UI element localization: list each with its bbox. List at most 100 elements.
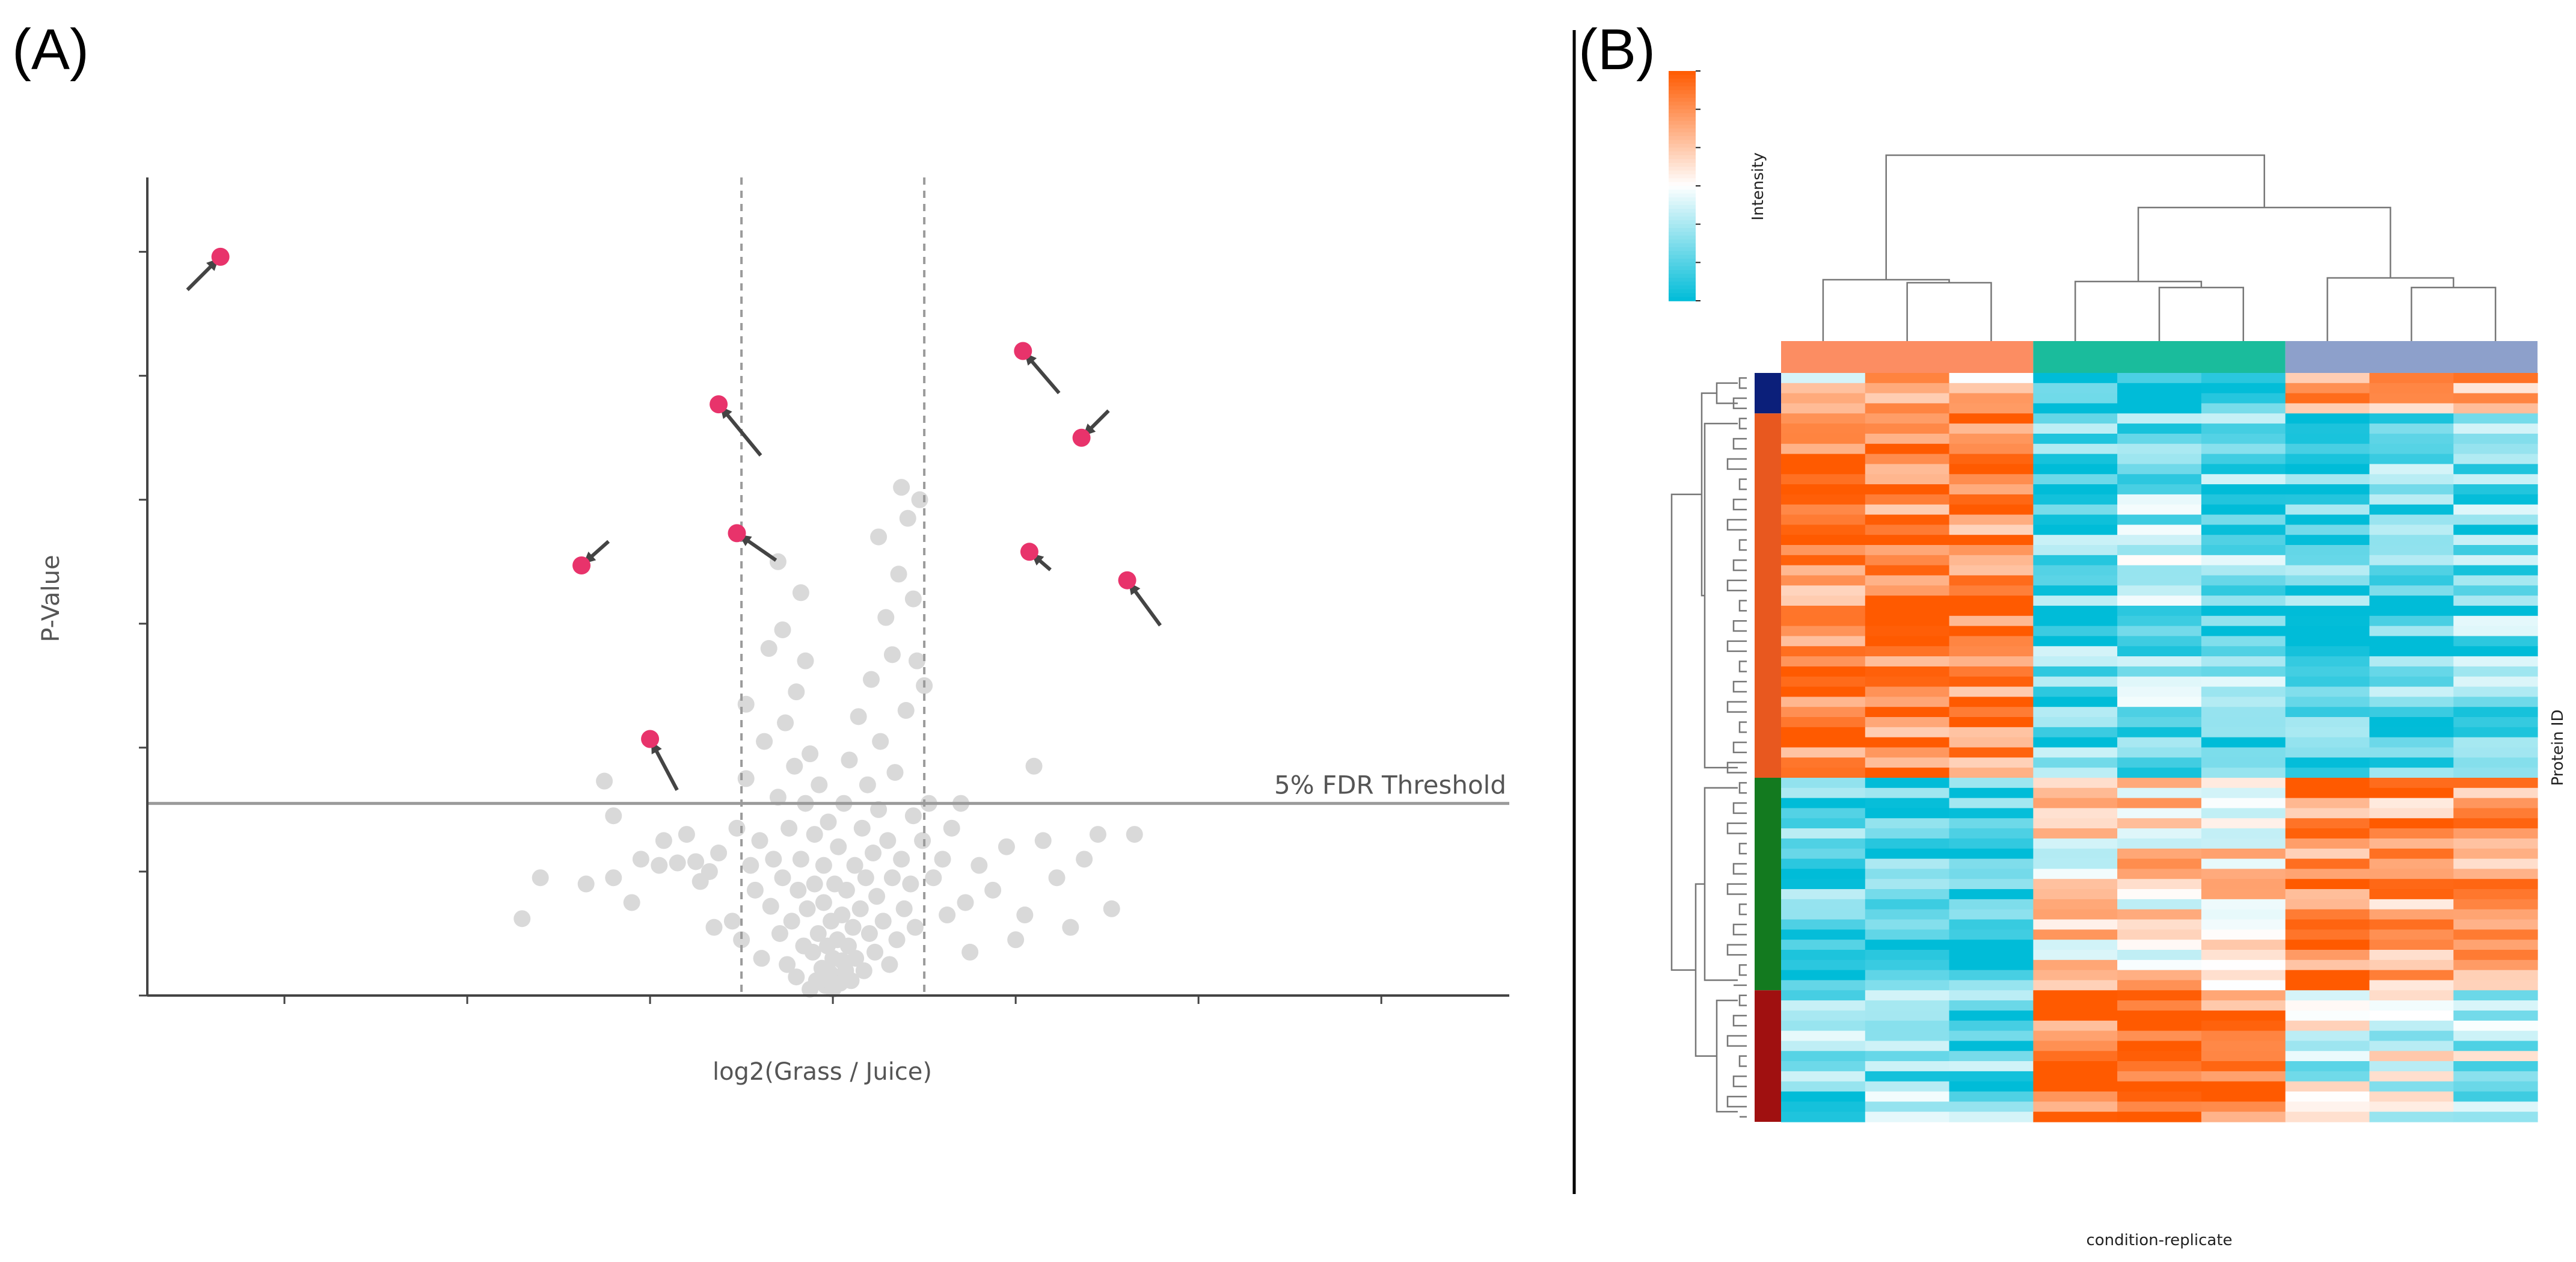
colorbar-segment bbox=[1669, 71, 1696, 76]
heatmap-cell bbox=[1949, 747, 2034, 758]
heatmap-cell bbox=[2453, 1000, 2538, 1011]
heatmap-cell bbox=[2033, 393, 2118, 404]
heatmap-cell bbox=[2369, 686, 2454, 697]
heatmap-cell bbox=[1949, 666, 2034, 677]
heatmap-cell bbox=[1781, 636, 1866, 647]
column-group-color-bar bbox=[1781, 341, 2034, 373]
background-point bbox=[859, 776, 876, 793]
background-point bbox=[838, 881, 855, 899]
heatmap-cell bbox=[1865, 858, 1950, 869]
heatmap-cell bbox=[1781, 970, 1866, 981]
heatmap-cell bbox=[1865, 423, 1950, 434]
heatmap-cell bbox=[1865, 959, 1950, 971]
significant-point bbox=[1014, 342, 1032, 360]
heatmap-cell bbox=[2453, 980, 2538, 991]
heatmap-cell bbox=[1949, 545, 2034, 556]
background-point bbox=[939, 906, 956, 924]
heatmap-cell bbox=[1781, 737, 1866, 748]
heatmap-cell bbox=[1949, 656, 2034, 667]
heatmap-cell bbox=[2369, 980, 2454, 991]
heatmap-cell bbox=[1865, 838, 1950, 849]
heatmap-cell bbox=[2369, 970, 2454, 981]
colorbar-segment bbox=[1669, 251, 1696, 256]
row-dendrogram-link bbox=[1726, 822, 1747, 834]
significant-point bbox=[572, 556, 591, 574]
background-point bbox=[701, 863, 718, 880]
heatmap-cell bbox=[2201, 646, 2286, 657]
volcano-plot: log2(Grass / Juice) P-Value 5% FDR Thres… bbox=[37, 177, 1509, 1086]
heatmap-cell bbox=[2453, 828, 2538, 839]
heatmap-cell bbox=[2369, 1020, 2454, 1032]
heatmap-cell bbox=[2033, 818, 2118, 829]
heatmap-cell bbox=[2285, 615, 2370, 627]
background-point bbox=[883, 646, 901, 663]
heatmap-cell bbox=[2453, 474, 2538, 485]
heatmap-cell bbox=[2033, 747, 2118, 758]
heatmap-cell bbox=[1781, 909, 1866, 920]
heatmap-cell bbox=[2369, 869, 2454, 879]
panel-label-b: (B) bbox=[1578, 17, 1655, 82]
heatmap-cell bbox=[1865, 757, 1950, 768]
heatmap-cell bbox=[2201, 990, 2286, 1001]
background-point bbox=[632, 851, 649, 868]
heatmap-cell bbox=[1949, 869, 2034, 879]
background-point bbox=[868, 888, 886, 905]
heatmap-cell bbox=[1781, 676, 1866, 688]
colorbar-segment bbox=[1669, 235, 1696, 240]
heatmap-cell bbox=[2453, 423, 2538, 434]
heatmap-cell bbox=[2033, 454, 2118, 465]
heatmap-cell bbox=[1781, 949, 1866, 961]
heatmap-cell bbox=[1865, 484, 1950, 495]
heatmap-cell bbox=[2201, 909, 2286, 920]
heatmap-cell bbox=[2201, 1010, 2286, 1021]
heatmap-cell bbox=[2033, 737, 2118, 748]
heatmap-cell bbox=[2285, 818, 2370, 829]
background-point bbox=[804, 943, 821, 961]
background-point bbox=[806, 826, 823, 843]
heatmap-cell bbox=[1865, 990, 1950, 1001]
heatmap-cell bbox=[2369, 757, 2454, 768]
background-point bbox=[906, 919, 924, 936]
heatmap-cell bbox=[1781, 575, 1866, 586]
colorbar-segment bbox=[1669, 186, 1696, 191]
heatmap-cell bbox=[1865, 676, 1950, 688]
heatmap-cell bbox=[1781, 525, 1866, 535]
heatmap-cell bbox=[1949, 494, 2034, 505]
background-point bbox=[857, 869, 874, 887]
heatmap-cell bbox=[2033, 686, 2118, 697]
background-point bbox=[1025, 757, 1043, 775]
heatmap-cell bbox=[2033, 838, 2118, 849]
heatmap-cell bbox=[2453, 818, 2538, 829]
heatmap-cell bbox=[2453, 899, 2538, 910]
heatmap-cell bbox=[1781, 818, 1866, 829]
colorbar-segment bbox=[1669, 178, 1696, 183]
heatmap-cell bbox=[1781, 899, 1866, 910]
background-point bbox=[771, 925, 788, 942]
row-dendrogram-link bbox=[1738, 1055, 1747, 1067]
heatmap-cell bbox=[2369, 717, 2454, 728]
background-point bbox=[815, 894, 832, 911]
heatmap-cell bbox=[1865, 626, 1950, 637]
heatmap-cell bbox=[2369, 373, 2454, 384]
background-point bbox=[961, 943, 979, 961]
heatmap-cell bbox=[2453, 838, 2538, 849]
heatmap-cell bbox=[2285, 504, 2370, 516]
heatmap-cell bbox=[2033, 484, 2118, 495]
heatmap-cell bbox=[2033, 494, 2118, 505]
heatmap-cell bbox=[2033, 585, 2118, 596]
heatmap-cell bbox=[2117, 423, 2202, 434]
row-dendrogram-link bbox=[1726, 1035, 1747, 1047]
colorbar-segment bbox=[1669, 162, 1696, 167]
heatmap-cell bbox=[2033, 656, 2118, 667]
heatmap-cell bbox=[1781, 1061, 1866, 1072]
heatmap-cell bbox=[2201, 1091, 2286, 1102]
row-dendrogram-link bbox=[1738, 843, 1747, 855]
colorbar-segment bbox=[1669, 274, 1696, 279]
heatmap-cell bbox=[2453, 858, 2538, 869]
row-dendrogram-link bbox=[1732, 1076, 1747, 1088]
colorbar-segment bbox=[1669, 224, 1696, 229]
heatmap-cell bbox=[1949, 879, 2034, 890]
background-point bbox=[943, 819, 960, 837]
heatmap-cell bbox=[1781, 747, 1866, 758]
